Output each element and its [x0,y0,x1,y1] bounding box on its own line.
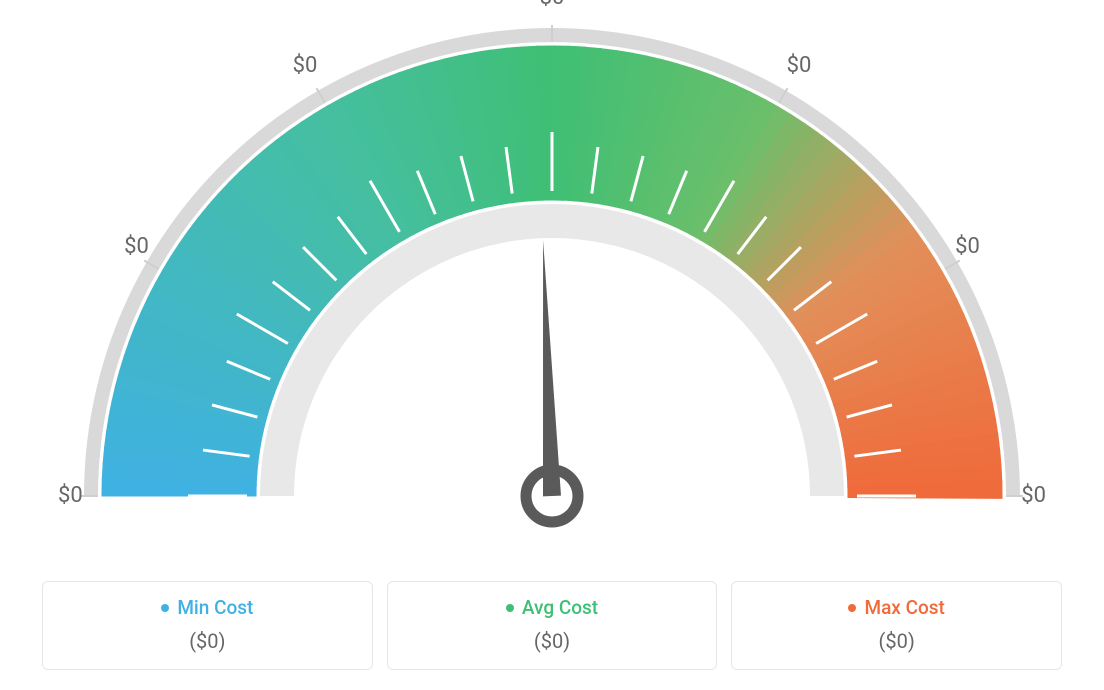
legend-value-min: ($0) [53,629,362,653]
legend-dot-avg [506,604,514,612]
legend-dot-max [848,604,856,612]
legend-card-min: Min Cost ($0) [42,581,373,670]
svg-text:$0: $0 [58,483,83,508]
legend-title-avg: Avg Cost [506,596,598,619]
legend-title-min: Min Cost [161,596,253,619]
legend-value-max: ($0) [742,629,1051,653]
legend-card-max: Max Cost ($0) [731,581,1062,670]
legend-label-max: Max Cost [864,596,944,619]
legend-row: Min Cost ($0) Avg Cost ($0) Max Cost ($0… [42,581,1062,670]
legend-label-min: Min Cost [177,596,253,619]
svg-text:$0: $0 [1021,483,1046,508]
legend-title-max: Max Cost [848,596,944,619]
legend-label-avg: Avg Cost [522,596,598,619]
svg-text:$0: $0 [124,234,149,259]
legend-card-avg: Avg Cost ($0) [387,581,718,670]
svg-text:$0: $0 [293,53,318,78]
svg-text:$0: $0 [955,234,980,259]
legend-value-avg: ($0) [398,629,707,653]
gauge-svg: $0 $0 $0 $0 $0 $0 $0 [0,0,1104,560]
gauge-chart: $0 $0 $0 $0 $0 $0 $0 [0,0,1104,560]
svg-text:$0: $0 [540,0,565,10]
legend-dot-min [161,604,169,612]
svg-text:$0: $0 [787,53,812,78]
